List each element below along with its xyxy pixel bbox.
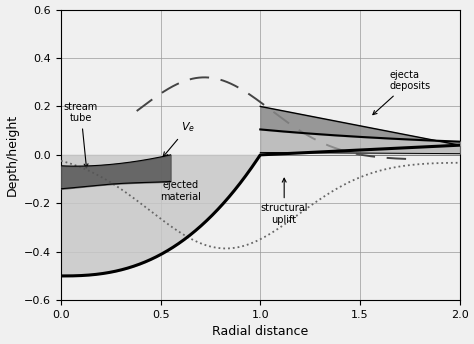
Text: structural
uplift: structural uplift xyxy=(260,178,308,225)
Text: ejected
material: ejected material xyxy=(160,180,201,202)
Text: $V_e$: $V_e$ xyxy=(163,121,194,157)
Text: stream
tube: stream tube xyxy=(64,102,98,168)
X-axis label: Radial distance: Radial distance xyxy=(212,325,309,338)
Y-axis label: Depth/height: Depth/height xyxy=(6,114,18,196)
Text: ejecta
deposits: ejecta deposits xyxy=(373,70,431,115)
